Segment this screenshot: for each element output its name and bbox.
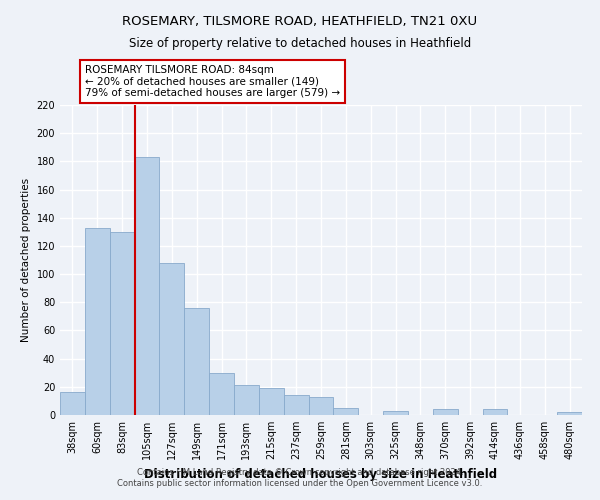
- Text: Size of property relative to detached houses in Heathfield: Size of property relative to detached ho…: [129, 38, 471, 51]
- Bar: [334, 408, 358, 415]
- Bar: [557, 412, 582, 415]
- Bar: [184, 308, 209, 415]
- Bar: [160, 263, 184, 415]
- Bar: [259, 388, 284, 415]
- Bar: [134, 157, 160, 415]
- Text: ROSEMARY TILSMORE ROAD: 84sqm
← 20% of detached houses are smaller (149)
79% of : ROSEMARY TILSMORE ROAD: 84sqm ← 20% of d…: [85, 65, 340, 98]
- Bar: [383, 411, 408, 415]
- Bar: [110, 232, 134, 415]
- Bar: [85, 228, 110, 415]
- Bar: [209, 372, 234, 415]
- Bar: [60, 392, 85, 415]
- Text: ROSEMARY, TILSMORE ROAD, HEATHFIELD, TN21 0XU: ROSEMARY, TILSMORE ROAD, HEATHFIELD, TN2…: [122, 15, 478, 28]
- Bar: [308, 396, 334, 415]
- X-axis label: Distribution of detached houses by size in Heathfield: Distribution of detached houses by size …: [145, 468, 497, 480]
- Text: Contains HM Land Registry data © Crown copyright and database right 2024.
Contai: Contains HM Land Registry data © Crown c…: [118, 468, 482, 487]
- Y-axis label: Number of detached properties: Number of detached properties: [21, 178, 31, 342]
- Bar: [234, 386, 259, 415]
- Bar: [284, 396, 308, 415]
- Bar: [433, 410, 458, 415]
- Bar: [482, 410, 508, 415]
